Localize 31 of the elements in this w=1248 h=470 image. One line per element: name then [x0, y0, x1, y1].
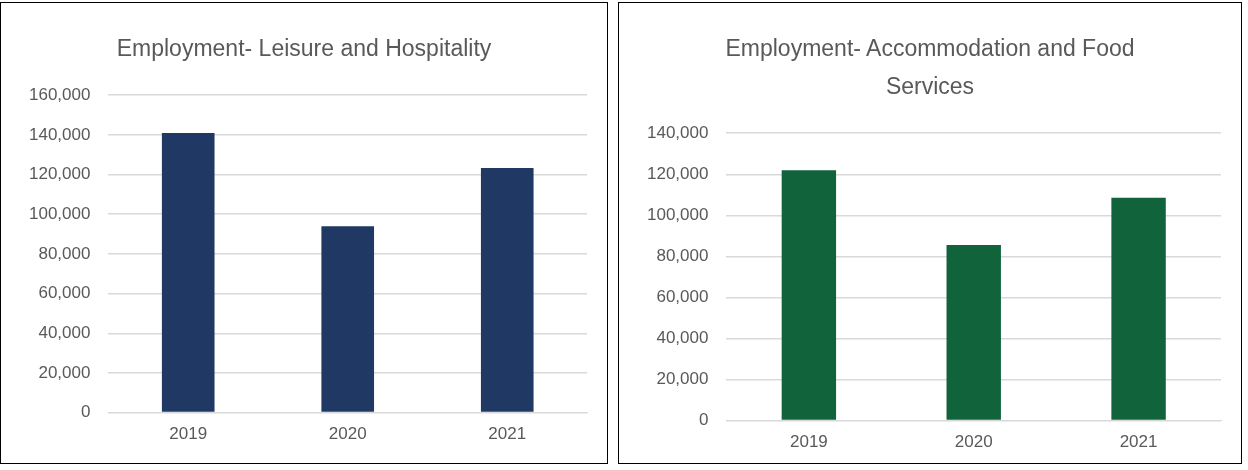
- y-tick-label: 0: [698, 410, 709, 430]
- y-tick-label: 20,000: [656, 369, 709, 389]
- y-tick-label: 100,000: [29, 203, 91, 223]
- y-tick-label: 120,000: [647, 163, 709, 183]
- chart-title: Employment- Accommodation and Food Services: [724, 34, 1136, 101]
- y-tick-label: 20,000: [38, 362, 91, 382]
- y-tick-label: 40,000: [38, 322, 91, 342]
- bar: [1111, 197, 1166, 420]
- y-tick-label: 120,000: [29, 164, 91, 184]
- x-tick-label: 2020: [954, 432, 993, 452]
- y-tick-label: 60,000: [38, 283, 91, 303]
- y-tick-label: 160,000: [29, 84, 91, 104]
- bar: [781, 170, 837, 420]
- y-tick-label: 100,000: [647, 205, 709, 224]
- x-tick-label: 2020: [328, 424, 367, 444]
- bar: [161, 132, 215, 412]
- x-tick-label: 2019: [789, 432, 828, 452]
- y-tick-label: 40,000: [656, 328, 709, 348]
- y-tick-label: 60,000: [656, 287, 709, 307]
- bar: [321, 226, 375, 412]
- y-tick-label: 80,000: [38, 243, 91, 263]
- y-tick-label: 140,000: [647, 122, 709, 142]
- x-tick-label: 2021: [1119, 432, 1158, 452]
- y-tick-label: 0: [80, 402, 91, 422]
- y-tick-label: 140,000: [29, 124, 91, 144]
- bar: [946, 244, 1001, 420]
- x-tick-label: 2019: [169, 424, 208, 444]
- bar: [480, 168, 534, 412]
- chart-title: Employment- Leisure and Hospitality: [115, 34, 493, 63]
- y-tick-label: 80,000: [656, 246, 709, 266]
- x-tick-label: 2021: [488, 424, 527, 444]
